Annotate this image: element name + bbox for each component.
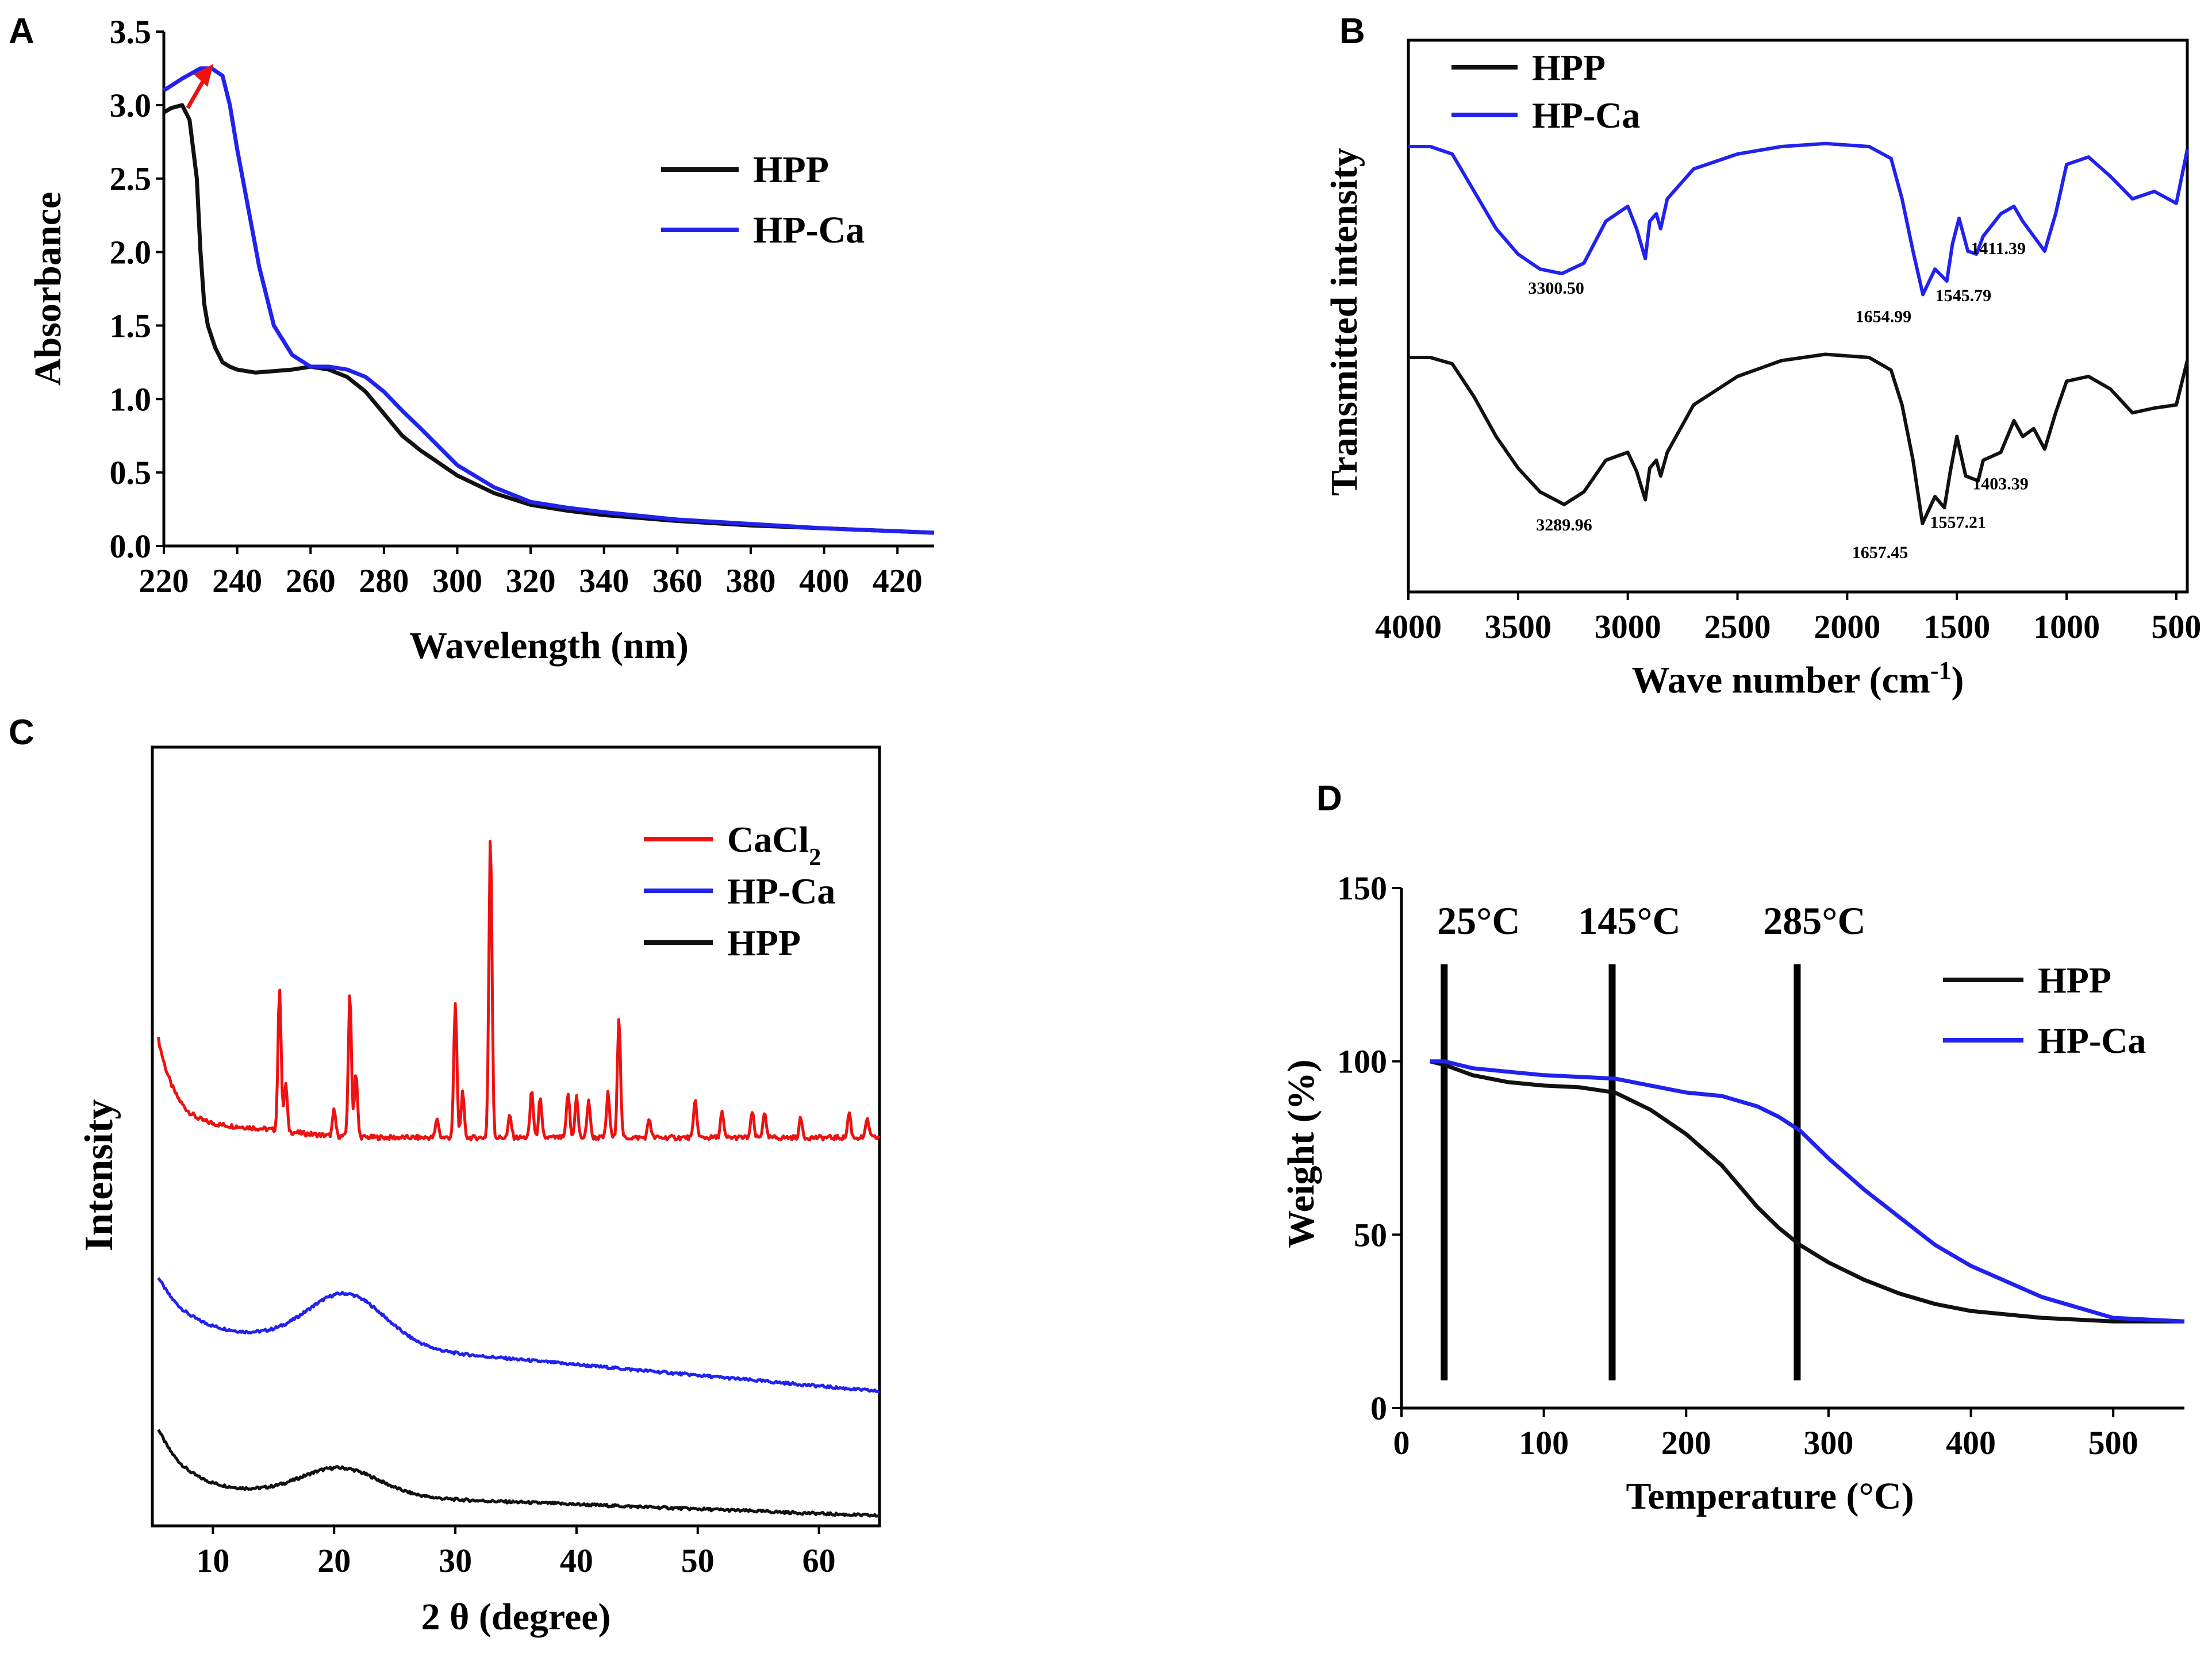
x-axis-label-a: Wavelength (nm) [409,625,689,667]
peak-label: 1545.79 [1936,286,1992,305]
legend-label-hpp: HPP [753,149,829,191]
peak-label: 3300.50 [1528,279,1584,298]
y-tick-label-a: 2.0 [110,234,152,271]
series-line-hp-ca [1430,1059,2185,1324]
legend-label-hpp: HPP [727,922,801,963]
x-tick-label-b: 2500 [1704,608,1771,645]
x-tick-label-c: 20 [317,1542,351,1579]
peak-label: 1411.39 [1971,239,2026,258]
x-tick-label-b: 2000 [1814,608,1880,645]
y-tick-label-a: 3.5 [110,13,152,51]
temperature-marker-label: 25°C [1437,899,1520,943]
y-tick-label-a: 3.0 [110,87,152,124]
x-tick-label-b: 1000 [2033,608,2100,645]
x-tick-label-a: 400 [799,562,849,599]
y-axis-label-a: Absorbance [27,192,69,386]
x-tick-label-d: 500 [2088,1424,2138,1462]
x-tick-label-d: 300 [1803,1424,1853,1462]
x-axis-label-c: 2 θ (degree) [421,1596,610,1638]
y-axis-label-c: Intensity [77,1099,121,1251]
x-tick-label-a: 420 [873,562,923,599]
y-axis-label-d: Weight (%) [1280,1059,1322,1248]
panel-b: B 4000 3500 3000 2500 2000 1500 1000 500 Wave num… [1323,11,2201,701]
x-axis-label-d: Temperature (°C) [1626,1475,1914,1517]
y-tick-label-d: 0 [1370,1390,1387,1427]
series-line-hp-ca [1408,141,2189,297]
y-tick-label-d: 150 [1337,870,1387,907]
x-tick-label-a: 360 [652,562,702,599]
legend-label-hp-ca: HP-Ca [2038,1020,2146,1061]
x-axis-label-b: Wave number (cm-1) [1631,656,1964,702]
x-tick-label-d: 200 [1661,1424,1711,1462]
y-tick-label-a: 2.5 [110,160,152,198]
x-tick-label-c: 50 [681,1542,715,1579]
x-tick-label-a: 340 [579,562,629,599]
panel-letter-c: C [9,713,34,752]
peak-label: 1654.99 [1856,307,1912,326]
x-tick-label-c: 30 [439,1542,472,1579]
x-tick-label-a: 260 [286,562,336,599]
panel-letter-b: B [1339,11,1365,51]
legend-label-hp-ca: HP-Ca [753,209,865,251]
x-tick-label-c: 60 [802,1542,836,1579]
y-tick-label-a: 1.5 [110,307,152,344]
y-tick-label-a: 0.0 [110,528,152,565]
peak-label: 1557.21 [1930,513,1986,532]
panel-letter-d: D [1316,779,1342,818]
legend-label-hpp: HPP [2038,960,2111,1001]
peak-label: 3289.96 [1536,516,1592,534]
temperature-marker-label: 285°C [1763,899,1865,943]
x-tick-label-c: 10 [196,1542,229,1579]
x-tick-label-c: 40 [560,1542,593,1579]
y-axis-label-b: Transmitted intensity [1323,148,1365,496]
x-tick-label-a: 300 [432,562,482,599]
x-tick-label-a: 220 [139,562,189,599]
panel-d: D 0 100 200 300 400 500 0 50 100 150 Temperature (°… [1280,779,2185,1517]
plot-frame-b [1407,39,2189,594]
temperature-marker-label: 145°C [1578,899,1680,943]
x-tick-label-b: 500 [2151,608,2201,645]
x-tick-label-b: 3000 [1595,608,1661,645]
series-line-hp-ca [157,1277,880,1394]
y-tick-label-d: 100 [1337,1043,1387,1080]
y-tick-label-a: 1.0 [110,380,152,418]
panel-a: A 220 240 260 280 300 320 340 360 380 400 420 0.0 0.5… [9,11,935,667]
x-tick-label-b: 1500 [1923,608,1990,645]
x-tick-label-a: 380 [725,562,775,599]
x-tick-label-b: 3500 [1485,608,1552,645]
x-tick-label-b: 4000 [1375,608,1442,645]
x-tick-label-a: 240 [212,562,262,599]
legend-label-cacl: CaCl2 [727,819,821,871]
arrow-head [194,64,214,87]
legend-label-hpp: HPP [1532,47,1606,88]
panel-c: C10 20 30 40 50 602 θ (degree)IntensityCaCl2H… [9,713,881,1638]
peak-label: 1657.45 [1852,543,1908,562]
legend-label-hp-ca: HP-Ca [1532,95,1640,136]
x-tick-label-d: 0 [1393,1424,1410,1462]
y-tick-label-d: 50 [1354,1216,1387,1253]
series-line-hp-ca [163,66,935,535]
x-tick-label-d: 400 [1946,1424,1996,1462]
x-tick-label-a: 320 [506,562,556,599]
series-line-hpp [1429,1059,2184,1324]
x-tick-label-a: 280 [359,562,409,599]
y-tick-label-a: 0.5 [110,454,152,491]
x-tick-label-d: 100 [1519,1424,1569,1462]
peak-label: 1403.39 [1972,475,2029,494]
series-line-hpp [1408,352,2189,525]
series-line-hpp [157,1429,880,1518]
panel-letter-a: A [9,11,34,51]
legend-label-hp-ca: HP-Ca [727,871,835,912]
series-line-cacl2 [157,840,881,1142]
